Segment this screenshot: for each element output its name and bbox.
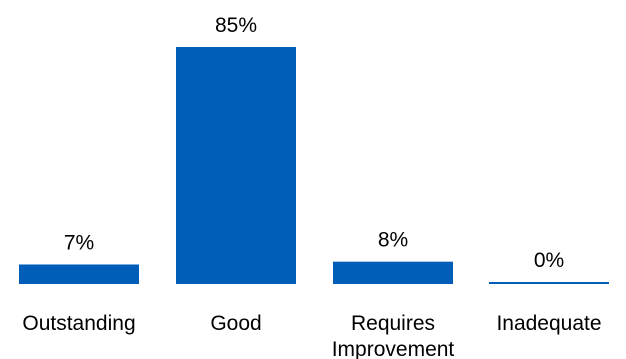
bar-requires-improvement (333, 261, 453, 284)
category-label-line: Good (210, 312, 261, 335)
value-labels-group: 7% 85% 8% 0% (64, 14, 564, 272)
category-label: Requires Improvement (332, 312, 455, 359)
category-label-line: Improvement (332, 338, 455, 359)
bar-good (176, 47, 296, 284)
category-label: Outstanding (22, 312, 135, 335)
category-labels-group: Outstanding Good Requires Improvement Inadeq… (22, 312, 601, 359)
data-label: 8% (378, 229, 408, 252)
category-label-line: Outstanding (22, 312, 135, 335)
bars-group (19, 47, 609, 284)
bar-inadequate (489, 282, 609, 284)
data-label: 7% (64, 231, 94, 254)
category-label-line: Requires (351, 312, 435, 335)
data-label: 0% (534, 249, 564, 272)
category-label: Good (210, 312, 261, 335)
category-label: Inadequate (496, 312, 601, 335)
bar-outstanding (19, 264, 139, 284)
data-label: 85% (215, 14, 257, 37)
category-label-line: Inadequate (496, 312, 601, 335)
